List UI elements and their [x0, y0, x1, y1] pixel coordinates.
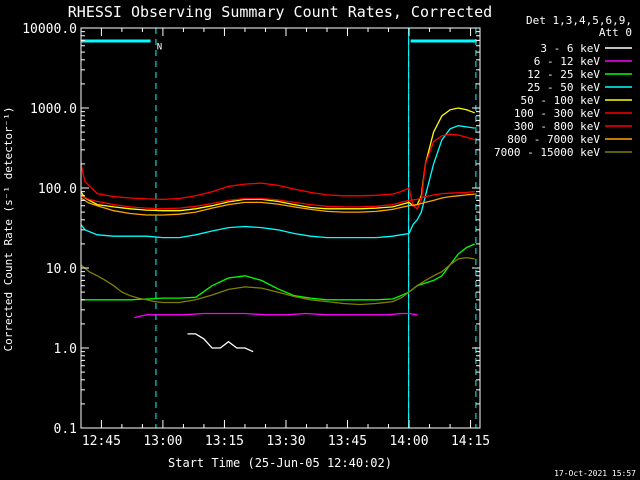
y-tick-label: 1000.0 [30, 102, 77, 117]
plot-frame [80, 27, 481, 429]
legend-entry-label: 800 - 7000 keV [507, 133, 600, 146]
x-tick-label: 13:30 [266, 434, 305, 449]
x-tick-label: 13:00 [143, 434, 182, 449]
series-line-4 [80, 107, 475, 212]
plot-axes [80, 27, 481, 429]
legend-header: Att 0 [599, 26, 632, 39]
series-line-3 [80, 125, 475, 239]
vertical-markers: N [80, 28, 477, 428]
series-line-2 [80, 243, 475, 301]
series-lines [80, 107, 475, 353]
legend-entry-label: 12 - 25 keV [527, 68, 600, 81]
series-line-0 [187, 333, 254, 353]
annotation-label: N [157, 43, 162, 53]
legend-header: Det 1,3,4,5,6,9, [526, 14, 632, 27]
x-axis-label: Start Time (25-Jun-05 12:40:02) [168, 456, 392, 470]
series-line-7 [80, 193, 475, 216]
series-line-8 [80, 256, 475, 306]
x-tick-label: 14:00 [389, 434, 428, 449]
chart-title: RHESSI Observing Summary Count Rates, Co… [68, 3, 492, 21]
y-tick-label: 100.0 [38, 182, 77, 197]
legend-entry-label: 50 - 100 keV [521, 94, 601, 107]
y-tick-label: 10000.0 [22, 22, 77, 37]
x-tick-label: 13:15 [205, 434, 244, 449]
series-line-5 [80, 133, 475, 210]
y-tick-label: 1.0 [54, 342, 77, 357]
y-tick-label: 10.0 [46, 262, 77, 277]
y-axis-label: Corrected Count Rate (s⁻¹ detector⁻¹) [2, 106, 15, 351]
series-line-6 [80, 191, 475, 210]
x-tick-label: 14:15 [451, 434, 490, 449]
legend-entry-label: 300 - 800 keV [514, 120, 600, 133]
legend-entry-label: 7000 - 15000 keV [494, 146, 600, 159]
tick-labels: 0.1 1.0 10.0 100.0 1000.0 10000.0 12:45 13:00 13… [22, 22, 490, 449]
legend-entry-label: 25 - 50 keV [527, 81, 600, 94]
legend-entry-label: 6 - 12 keV [534, 55, 601, 68]
y-tick-label: 0.1 [54, 422, 77, 437]
legend-entry-label: 3 - 6 keV [540, 42, 600, 55]
x-tick-label: 13:45 [328, 434, 367, 449]
timestamp: 17-Oct-2021 15:57 [554, 469, 636, 478]
series-line-1 [134, 312, 418, 319]
x-tick-label: 12:45 [82, 434, 121, 449]
legend-entry-label: 100 - 300 keV [514, 107, 600, 120]
